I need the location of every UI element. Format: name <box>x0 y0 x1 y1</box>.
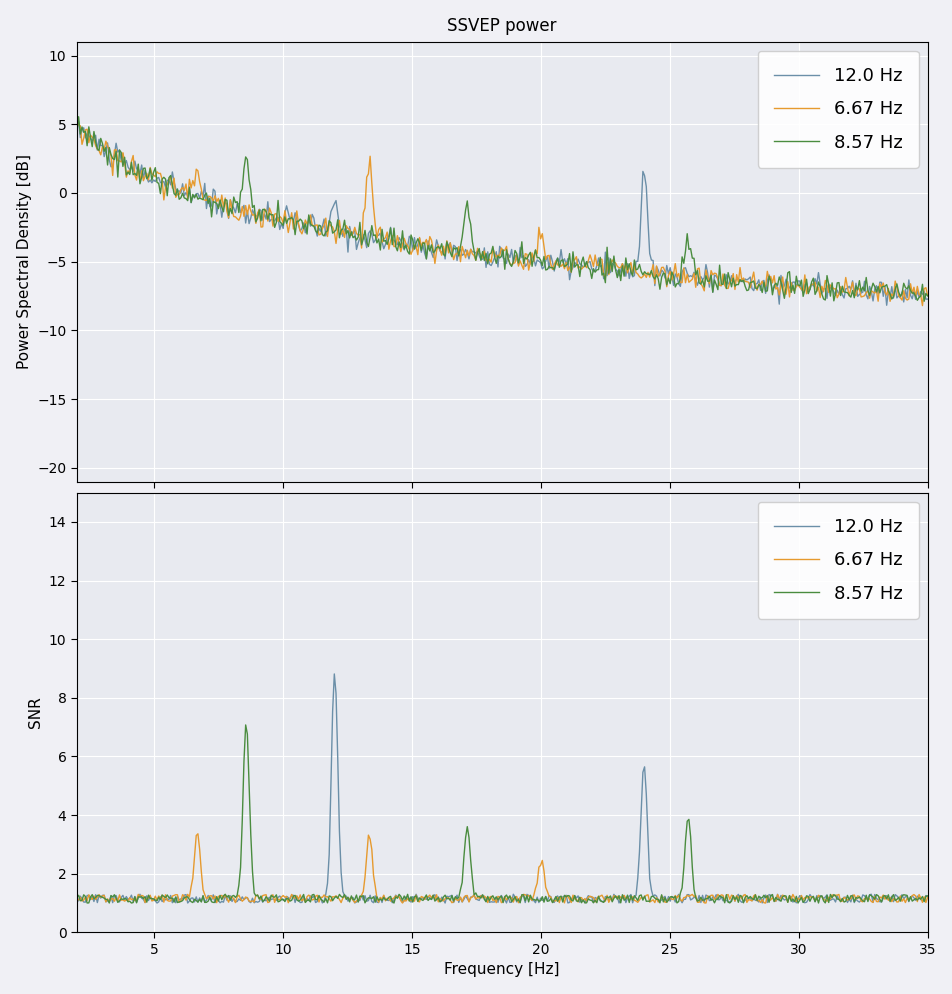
6.67 Hz <box>901 294 912 306</box>
8.57 Hz <box>478 894 489 906</box>
8.57 Hz <box>534 895 545 907</box>
6.67 Hz <box>531 248 543 259</box>
6.67 Hz <box>767 269 779 281</box>
6.67 Hz <box>71 894 83 906</box>
12.0 Hz <box>902 274 914 286</box>
Line: 12.0 Hz: 12.0 Hz <box>77 116 926 305</box>
8.57 Hz <box>476 246 487 257</box>
8.57 Hz <box>921 890 932 902</box>
Legend: 12.0 Hz, 6.67 Hz, 8.57 Hz: 12.0 Hz, 6.67 Hz, 8.57 Hz <box>757 51 918 168</box>
12.0 Hz <box>534 893 545 905</box>
12.0 Hz <box>484 897 495 909</box>
12.0 Hz <box>577 261 588 273</box>
Title: SSVEP power: SSVEP power <box>447 17 556 35</box>
12.0 Hz <box>581 893 592 905</box>
12.0 Hz <box>880 299 891 311</box>
6.67 Hz <box>480 253 491 265</box>
12.0 Hz <box>151 897 163 909</box>
8.57 Hz <box>126 897 137 909</box>
6.67 Hz <box>475 248 486 260</box>
6.67 Hz <box>579 893 590 905</box>
6.67 Hz <box>71 112 83 124</box>
6.67 Hz <box>476 892 487 904</box>
8.57 Hz <box>579 260 590 272</box>
6.67 Hz <box>903 892 915 904</box>
8.57 Hz <box>72 110 84 122</box>
8.57 Hz <box>918 295 929 307</box>
Line: 12.0 Hz: 12.0 Hz <box>77 674 926 903</box>
8.57 Hz <box>71 892 83 904</box>
12.0 Hz <box>480 261 491 273</box>
8.57 Hz <box>484 895 495 907</box>
6.67 Hz <box>577 261 588 273</box>
12.0 Hz <box>903 892 915 904</box>
12.0 Hz <box>71 110 83 122</box>
8.57 Hz <box>482 257 493 269</box>
6.67 Hz <box>759 897 770 909</box>
6.67 Hz <box>921 892 932 904</box>
12.0 Hz <box>921 293 932 305</box>
12.0 Hz <box>328 668 340 680</box>
6.67 Hz <box>532 861 544 873</box>
6.67 Hz <box>921 289 932 301</box>
12.0 Hz <box>767 281 779 293</box>
Legend: 12.0 Hz, 6.67 Hz, 8.57 Hz: 12.0 Hz, 6.67 Hz, 8.57 Hz <box>757 502 918 619</box>
12.0 Hz <box>531 254 543 266</box>
8.57 Hz <box>921 290 932 302</box>
8.57 Hz <box>903 891 915 903</box>
Line: 8.57 Hz: 8.57 Hz <box>77 116 926 301</box>
6.67 Hz <box>916 299 927 311</box>
8.57 Hz <box>240 719 251 731</box>
12.0 Hz <box>475 253 486 265</box>
8.57 Hz <box>771 894 783 906</box>
8.57 Hz <box>581 897 592 909</box>
6.67 Hz <box>771 889 783 901</box>
X-axis label: Frequency [Hz]: Frequency [Hz] <box>444 962 560 977</box>
8.57 Hz <box>902 279 914 291</box>
12.0 Hz <box>71 897 83 909</box>
Y-axis label: SNR: SNR <box>29 697 43 729</box>
12.0 Hz <box>921 891 932 903</box>
8.57 Hz <box>769 277 781 289</box>
8.57 Hz <box>71 126 83 138</box>
Line: 6.67 Hz: 6.67 Hz <box>77 118 926 305</box>
8.57 Hz <box>532 251 544 263</box>
12.0 Hz <box>771 889 783 901</box>
Line: 6.67 Hz: 6.67 Hz <box>77 834 926 903</box>
Line: 8.57 Hz: 8.57 Hz <box>77 725 926 903</box>
Y-axis label: Power Spectral Density [dB]: Power Spectral Density [dB] <box>16 154 31 369</box>
6.67 Hz <box>192 828 204 840</box>
6.67 Hz <box>482 897 493 909</box>
12.0 Hz <box>478 891 489 903</box>
